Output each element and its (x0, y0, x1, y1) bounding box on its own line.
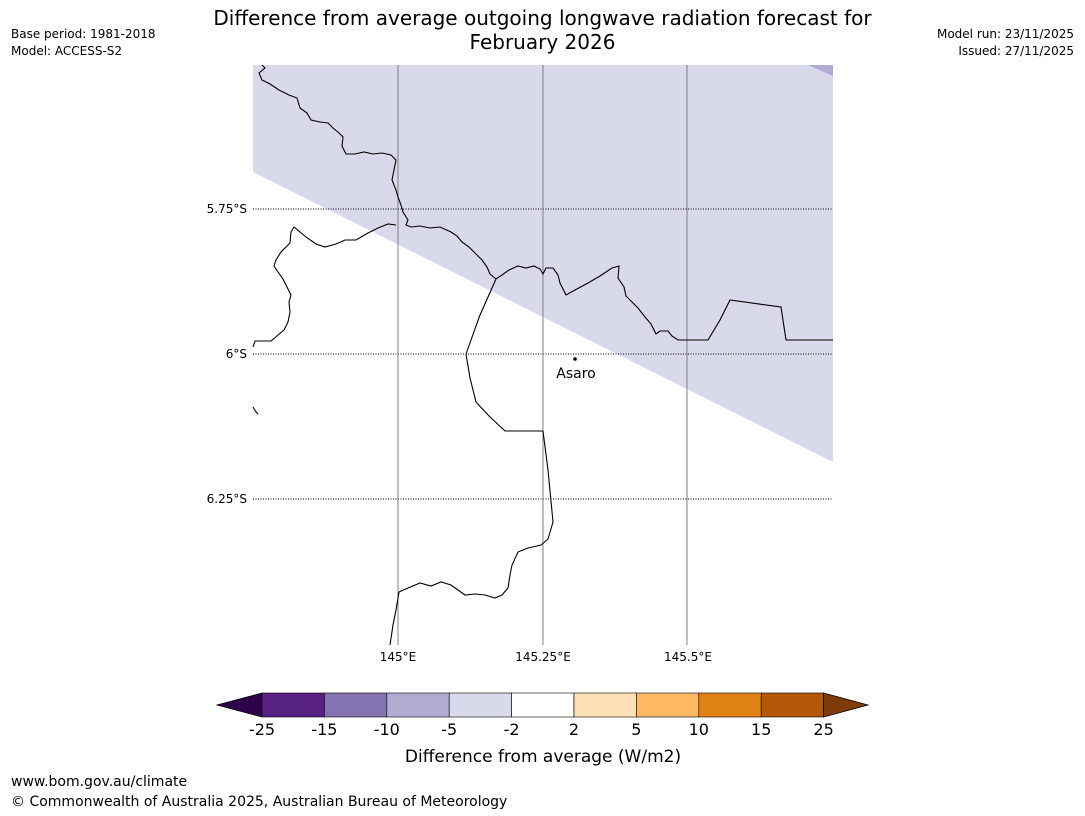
colorbar-tick: -15 (311, 720, 337, 739)
colorbar-segment (324, 692, 388, 718)
colorbar-segment (448, 692, 512, 718)
lon-label: 145.5°E (664, 650, 712, 664)
model-name: Model: ACCESS-S2 (11, 44, 123, 58)
colorbar-segment (573, 692, 637, 718)
town-marker (573, 357, 577, 361)
colorbar-segment (386, 692, 450, 718)
map-area: Asaro 5.75°S 6°S 6.25°S 145°E 145.25°E 1… (207, 64, 833, 664)
colorbar-label: Difference from average (W/m2) (405, 747, 681, 767)
colorbar-over-arrow (823, 692, 870, 718)
anomaly-region-dark (808, 65, 833, 76)
colorbar-tick: 2 (569, 720, 579, 739)
chart-title: Difference from average outgoing longwav… (190, 6, 895, 54)
colorbar-tick: 10 (689, 720, 709, 739)
border-fragment (252, 406, 259, 415)
colorbar-tick: 25 (813, 720, 833, 739)
lat-label: 6°S (226, 347, 247, 361)
lat-label: 5.75°S (207, 202, 247, 216)
colorbar-under-arrow (215, 692, 263, 718)
colorbar-segment (760, 692, 824, 718)
border-inner (389, 278, 554, 646)
province-borders (252, 64, 833, 646)
footer-url: www.bom.gov.au/climate (11, 774, 188, 790)
title-line-1: Difference from average outgoing longwav… (213, 6, 872, 30)
colorbar-tick: 5 (631, 720, 641, 739)
colorbar-segment (261, 692, 325, 718)
colorbar-tick: -10 (374, 720, 400, 739)
base-period: Base period: 1981-2018 (11, 27, 156, 41)
border-west (252, 223, 397, 348)
colorbar-segment (698, 692, 762, 718)
lon-label: 145.25°E (515, 650, 571, 664)
meta-left: Base period: 1981-2018 Model: ACCESS-S2 (11, 26, 156, 60)
colorbar-tick: -2 (504, 720, 520, 739)
colorbar-segment (636, 692, 700, 718)
lat-label: 6.25°S (207, 492, 247, 506)
colorbar-tick: -5 (441, 720, 457, 739)
lon-label: 145°E (380, 650, 417, 664)
colorbar: -25 -15 -10 -5 -2 2 5 10 15 25 Differenc… (215, 692, 870, 767)
issued-date: Issued: 27/11/2025 (958, 44, 1074, 58)
footer-copyright: © Commonwealth of Australia 2025, Austra… (11, 794, 508, 810)
border-north (258, 64, 833, 341)
colorbar-tick: 15 (751, 720, 771, 739)
colorbar-segment (511, 692, 575, 718)
meta-right: Model run: 23/11/2025 Issued: 27/11/2025 (937, 26, 1074, 60)
town-label: Asaro (556, 366, 595, 382)
colorbar-tick: -25 (249, 720, 275, 739)
model-run: Model run: 23/11/2025 (936, 27, 1074, 41)
title-line-2: February 2026 (469, 30, 616, 54)
